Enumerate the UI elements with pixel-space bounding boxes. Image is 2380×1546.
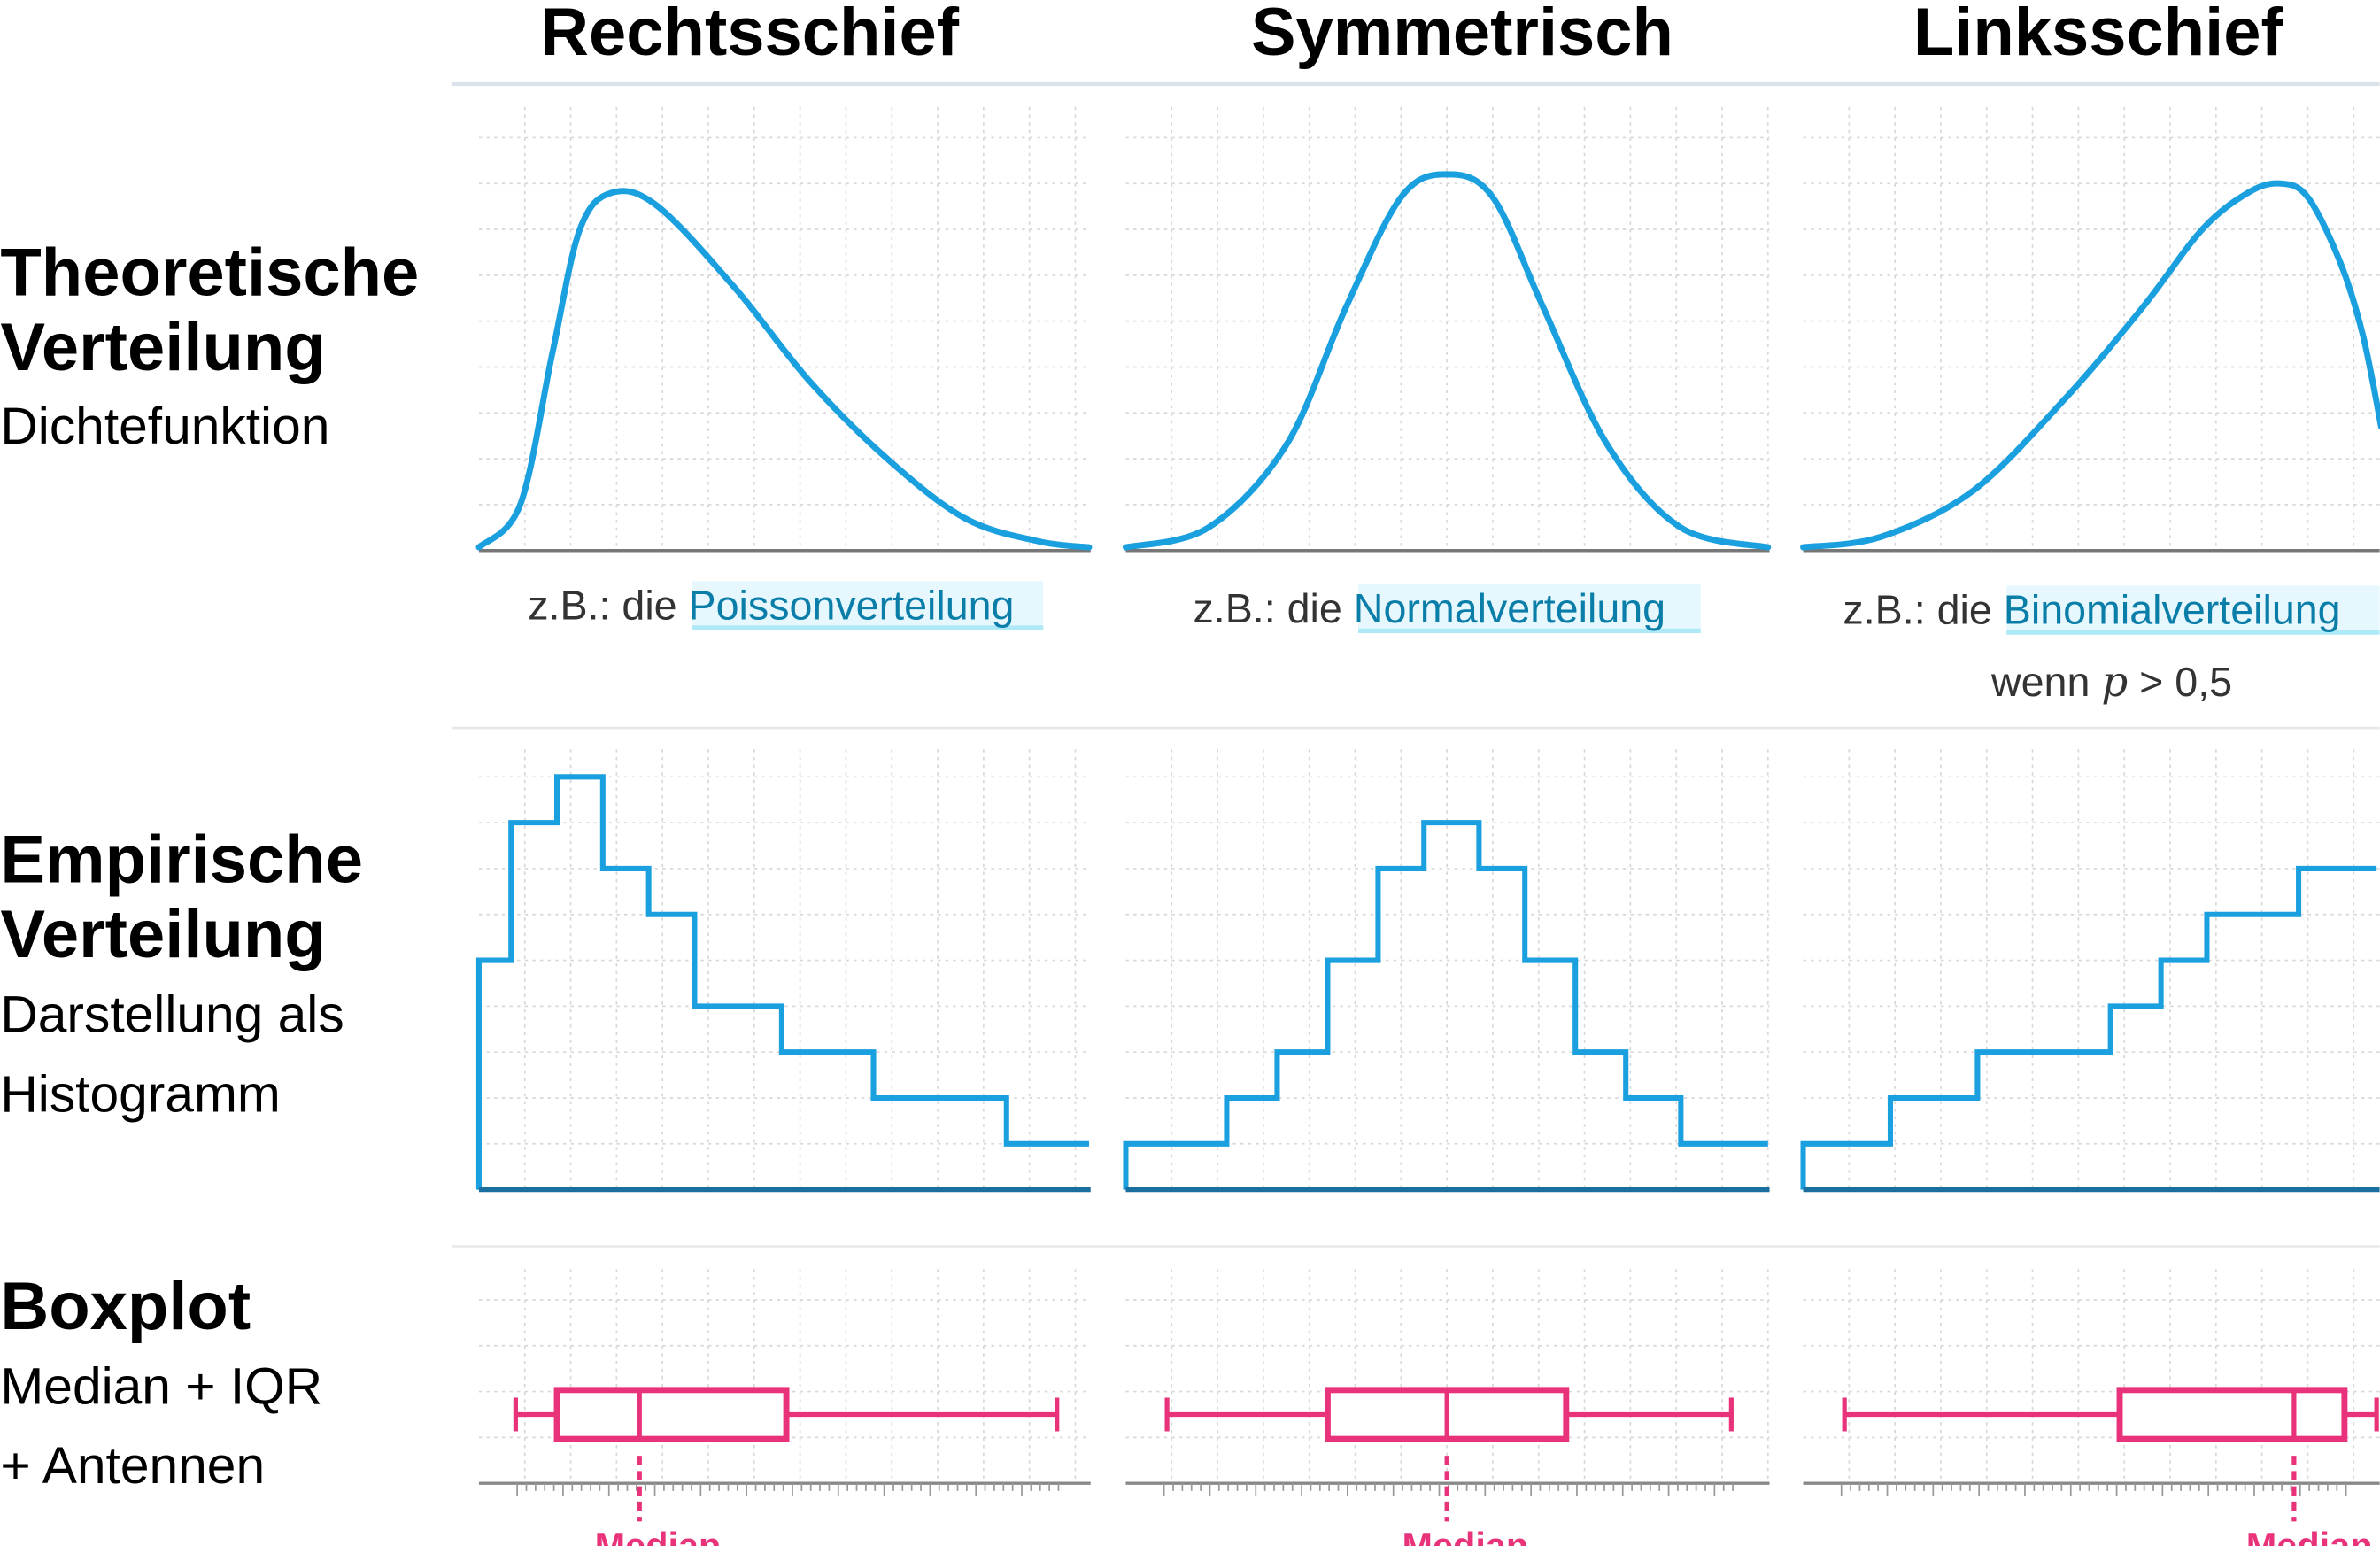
- caption-left-skewed: z.B.: die Binomialverteilung: [1843, 587, 2340, 633]
- histogram-bar: [2299, 869, 2376, 1190]
- row-title: Verteilung: [0, 897, 325, 972]
- link-highlight: [2006, 585, 2380, 635]
- link-underline: [2006, 630, 2380, 635]
- caption-right-skewed: z.B.: die Poissonverteilung: [528, 582, 1014, 628]
- row-label-empirical: Empirische Verteilung Darstellung als Hi…: [0, 822, 363, 1123]
- link-underline: [1357, 628, 1701, 633]
- row-subtitle: Histogramm: [0, 1066, 280, 1124]
- caption-condition: wenn p > 0,5: [1990, 658, 2232, 706]
- median-label: Median: [1402, 1525, 1528, 1546]
- normal-link[interactable]: Normalverteilung: [1354, 585, 1665, 631]
- histogram-outline: [1123, 820, 1768, 1190]
- row-title: Boxplot: [0, 1269, 251, 1344]
- density-curve: [1800, 180, 2380, 551]
- density-curve: [475, 188, 1093, 551]
- grid-layer: [478, 106, 2380, 1484]
- density-curve: [1123, 171, 1772, 551]
- caption-symmetric: z.B.: die Normalverteilung: [1193, 585, 1665, 631]
- row-label-theoretical: Theoretische Verteilung Dichtefunktion: [0, 235, 419, 455]
- column-title-symmetric: Symmetrisch: [1251, 0, 1673, 70]
- histogram-bar: [1575, 1052, 1626, 1189]
- row-subtitle: + Antennen: [0, 1437, 265, 1495]
- histogram-outline: [1800, 865, 2377, 1190]
- histogram-bar: [603, 869, 649, 1190]
- histogram-bar: [1125, 1144, 1226, 1190]
- link-highlight: [1357, 584, 1701, 633]
- row-title: Empirische: [0, 822, 363, 897]
- histogram-bar: [1007, 1144, 1089, 1190]
- histogram-bar: [1804, 1144, 1890, 1190]
- median-label: Median: [2246, 1525, 2373, 1546]
- column-title-left-skewed: Linksschief: [1913, 0, 2284, 70]
- row-subtitle: Darstellung als: [0, 986, 344, 1044]
- histogram-bar: [557, 777, 603, 1189]
- row-title: Verteilung: [0, 310, 325, 385]
- row-label-boxplot: Boxplot Median + IQR + Antennen: [0, 1269, 322, 1495]
- row-subtitle: Dichtefunktion: [0, 398, 329, 455]
- binomial-link[interactable]: Binomialverteilung: [2004, 587, 2341, 633]
- column-title-right-skewed: Rechtsschief: [540, 0, 960, 70]
- iqr-box: [2116, 1387, 2348, 1442]
- iqr-box: [553, 1387, 790, 1442]
- histogram-bar: [1525, 961, 1575, 1190]
- histogram-bar: [782, 1052, 874, 1189]
- link-underline: [691, 625, 1044, 630]
- histogram-outline: [475, 774, 1090, 1190]
- histogram-bar: [1479, 869, 1525, 1190]
- histogram-bar: [1977, 1052, 2110, 1189]
- histogram-bar: [1681, 1144, 1767, 1190]
- histogram-bar: [1327, 961, 1378, 1190]
- median-label: Median: [595, 1525, 722, 1546]
- poisson-link[interactable]: Poissonverteilung: [689, 582, 1015, 628]
- histogram-bar: [479, 961, 511, 1190]
- link-highlight: [691, 581, 1044, 630]
- histogram-bar: [1277, 1052, 1327, 1189]
- row-subtitle: Median + IQR: [0, 1357, 322, 1415]
- histogram-bar: [2161, 961, 2207, 1190]
- row-title: Theoretische: [0, 235, 419, 310]
- chart-marks: Median Median Median: [475, 171, 2380, 1546]
